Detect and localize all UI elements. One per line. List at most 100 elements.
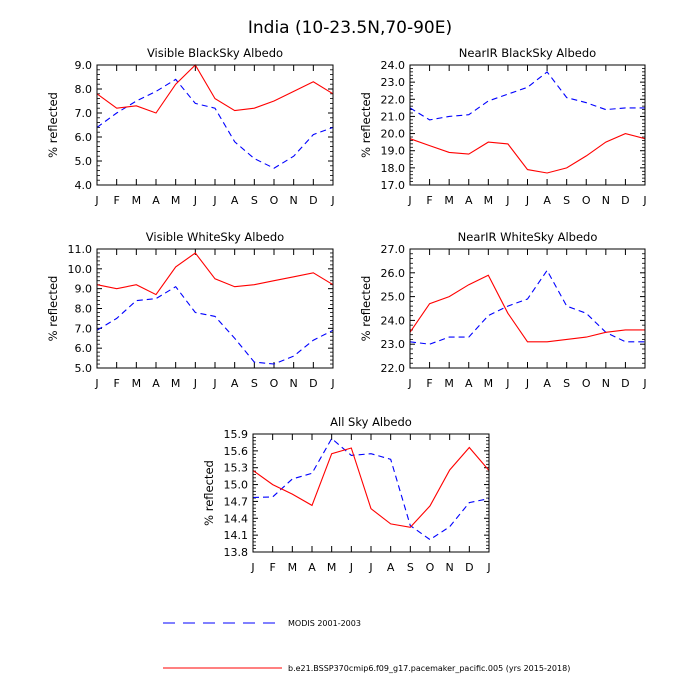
- x-tick-label: A: [387, 561, 395, 574]
- plot-frame: [409, 248, 646, 369]
- x-tick-label: A: [543, 377, 551, 390]
- x-tick-label: M: [171, 377, 181, 390]
- y-tick-label: 19.0: [381, 145, 406, 158]
- x-tick-label: J: [407, 194, 411, 207]
- x-tick-label: A: [465, 377, 473, 390]
- series-line-model: [96, 252, 334, 296]
- panel-title: Visible BlackSky Albedo: [147, 46, 283, 60]
- series-line-modis: [252, 437, 490, 541]
- series-line-model: [96, 64, 334, 114]
- y-tick-label: 17.0: [381, 179, 406, 192]
- x-tick-label: M: [132, 377, 142, 390]
- y-tick-label: 11.0: [68, 243, 93, 256]
- x-tick-label: M: [484, 377, 494, 390]
- y-tick-label: 22.0: [381, 362, 406, 375]
- plot-frame: [96, 64, 334, 186]
- x-tick-label: F: [270, 561, 276, 574]
- y-tick-label: 15.9: [224, 428, 249, 441]
- x-tick-label: O: [270, 377, 279, 390]
- x-tick-label: J: [94, 377, 98, 390]
- series-line-modis: [96, 285, 334, 365]
- y-tick-label: 14.1: [224, 529, 249, 542]
- y-axis-label: % reflected: [359, 276, 373, 342]
- y-tick-label: 26.0: [381, 267, 406, 280]
- x-tick-label: M: [484, 194, 494, 207]
- y-axis-label: % reflected: [46, 276, 60, 342]
- y-tick-label: 4.0: [75, 179, 93, 192]
- x-tick-label: M: [288, 561, 298, 574]
- y-tick-label: 23.0: [381, 76, 406, 89]
- x-tick-label: J: [212, 377, 216, 390]
- x-tick-label: D: [621, 377, 629, 390]
- x-tick-label: S: [251, 194, 258, 207]
- panel-title: NearIR BlackSky Albedo: [459, 46, 596, 60]
- x-tick-label: A: [152, 194, 160, 207]
- plot-frame: [252, 433, 490, 553]
- panel-title: All Sky Albedo: [330, 415, 412, 429]
- y-tick-label: 14.4: [224, 512, 249, 525]
- x-tick-label: A: [231, 194, 239, 207]
- x-tick-label: J: [505, 194, 509, 207]
- x-tick-label: J: [525, 377, 529, 390]
- plot-frame: [409, 64, 646, 186]
- y-tick-label: 21.0: [381, 110, 406, 123]
- x-tick-label: N: [602, 194, 610, 207]
- x-tick-label: A: [543, 194, 551, 207]
- x-tick-label: J: [94, 194, 98, 207]
- y-tick-label: 25.0: [381, 291, 406, 304]
- x-tick-label: M: [444, 377, 454, 390]
- panel-title: Visible WhiteSky Albedo: [146, 230, 284, 244]
- y-tick-label: 6.0: [75, 342, 93, 355]
- y-axis-label: % reflected: [202, 460, 216, 526]
- x-tick-label: M: [444, 194, 454, 207]
- y-tick-label: 20.0: [381, 128, 406, 141]
- x-tick-label: N: [290, 377, 298, 390]
- x-tick-label: M: [171, 194, 181, 207]
- x-tick-label: J: [330, 377, 334, 390]
- x-tick-label: J: [193, 377, 197, 390]
- x-tick-label: A: [308, 561, 316, 574]
- x-tick-label: S: [563, 377, 570, 390]
- x-tick-label: J: [642, 377, 646, 390]
- y-tick-label: 22.0: [381, 93, 406, 106]
- x-tick-label: A: [152, 377, 160, 390]
- x-tick-label: J: [525, 194, 529, 207]
- chart-panel-3: Visible WhiteSky Albedo % reflected 5.0 6.0…: [46, 230, 335, 390]
- series-line-model: [252, 446, 490, 528]
- x-tick-label: J: [486, 561, 490, 574]
- y-tick-label: 24.0: [381, 59, 406, 72]
- x-tick-label: F: [426, 194, 432, 207]
- chart-panel-1: Visible BlackSky Albedo % reflected 4.0 5.0…: [46, 46, 335, 207]
- y-tick-label: 7.0: [75, 322, 93, 335]
- x-tick-label: J: [368, 561, 372, 574]
- y-tick-label: 8.0: [75, 303, 93, 316]
- series-line-modis: [409, 71, 645, 121]
- y-tick-label: 15.0: [224, 479, 249, 492]
- y-tick-label: 15.3: [224, 462, 249, 475]
- x-tick-label: N: [602, 377, 610, 390]
- x-tick-label: S: [251, 377, 258, 390]
- chart-panel-2: NearIR BlackSky Albedo % reflected 17.0 18.…: [359, 46, 647, 207]
- x-tick-label: F: [114, 377, 120, 390]
- x-tick-label: D: [309, 194, 317, 207]
- x-tick-label: O: [582, 194, 591, 207]
- y-tick-label: 5.0: [75, 362, 93, 375]
- y-axis-label: % reflected: [46, 92, 60, 158]
- x-tick-label: J: [212, 194, 216, 207]
- x-tick-label: F: [426, 377, 432, 390]
- y-tick-label: 5.0: [75, 155, 93, 168]
- y-tick-label: 10.0: [68, 263, 93, 276]
- legend-label-modis: MODIS 2001-2003: [288, 619, 361, 628]
- x-tick-label: A: [231, 377, 239, 390]
- x-tick-label: J: [642, 194, 646, 207]
- y-axis-label: % reflected: [359, 92, 373, 158]
- y-tick-label: 15.6: [224, 445, 249, 458]
- series-line-modis: [96, 78, 334, 169]
- x-tick-label: O: [426, 561, 435, 574]
- x-tick-label: S: [563, 194, 570, 207]
- y-tick-label: 7.0: [75, 107, 93, 120]
- x-tick-label: A: [465, 194, 473, 207]
- panel-title: NearIR WhiteSky Albedo: [458, 230, 598, 244]
- x-tick-label: D: [309, 377, 317, 390]
- y-tick-label: 6.0: [75, 131, 93, 144]
